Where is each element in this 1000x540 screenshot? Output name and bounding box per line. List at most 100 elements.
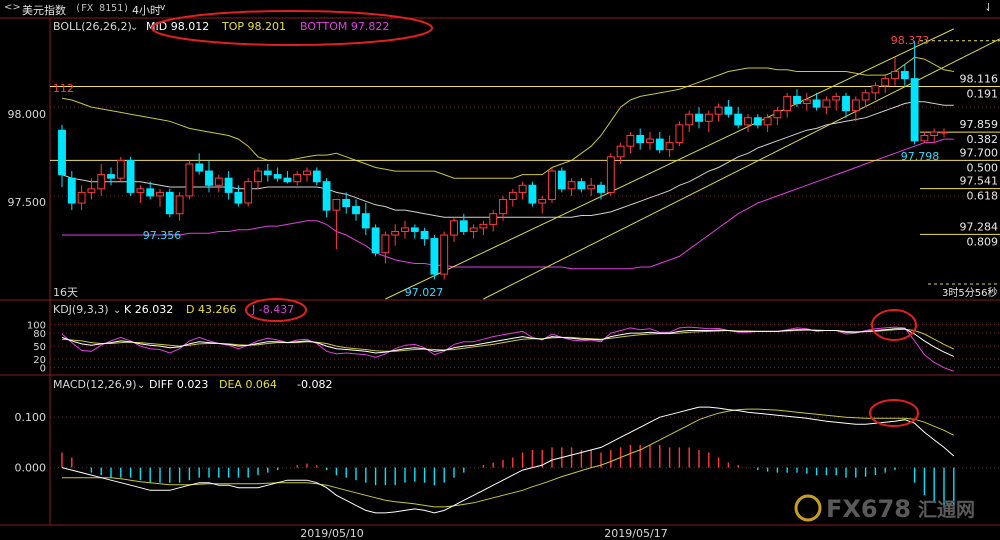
candle-up — [802, 99, 811, 105]
candle-down — [107, 174, 115, 179]
macd-legend-diff: DIFF 0.023 — [149, 378, 208, 391]
candle-up — [665, 142, 674, 151]
candle-up — [214, 177, 223, 186]
kdj-j-highlight — [245, 298, 307, 322]
boll-bottom-line — [62, 138, 954, 270]
candle-down — [410, 227, 419, 232]
kdj-y-tick: 0 — [40, 364, 46, 375]
candle-down — [597, 184, 605, 193]
y-tick-98000: 98.000 — [8, 108, 47, 121]
candle-down — [734, 113, 743, 126]
right-label-ratio: 0.191 — [967, 87, 999, 100]
boll-legend-chevron-icon[interactable]: ⌄ — [130, 22, 138, 33]
macd-y-tick: 0.000 — [15, 462, 47, 475]
y-tick-97500: 97.500 — [8, 196, 47, 209]
candle-up — [714, 106, 723, 115]
candle-down — [430, 238, 439, 275]
candle-up — [685, 113, 694, 126]
kdj-cross-highlight — [871, 309, 917, 341]
kdj-legend-k: K 26.032 — [124, 303, 173, 316]
macd-legend-value: -0.082 — [297, 378, 332, 391]
candle-up — [293, 174, 302, 183]
x-date-1: 2019/05/10 — [300, 527, 363, 540]
candle-up — [175, 195, 184, 215]
candle-down — [636, 135, 645, 144]
trend-line — [483, 38, 1000, 300]
boll-legend-bottom: BOTTOM 97.822 — [300, 20, 389, 33]
macd-cross-highlight — [869, 399, 919, 427]
macd-grid — [50, 416, 1000, 469]
candle-down — [263, 170, 272, 176]
macd-y-ticks: 0.100 0.000 — [15, 411, 47, 474]
candle-down — [146, 188, 155, 197]
candle-up — [920, 135, 929, 142]
candle-down — [577, 181, 586, 190]
kdj-legend-name: KDJ(9,3,3) — [53, 303, 109, 316]
candle-down — [234, 191, 243, 204]
macd-dea-line — [62, 408, 955, 508]
right-label-level: 97.859 — [960, 118, 999, 131]
instrument-code: (FX 8151) — [75, 3, 130, 14]
candle-up — [763, 117, 772, 126]
nav-arrows-icon[interactable]: <> — [4, 2, 21, 13]
candle-up — [244, 181, 253, 204]
candle-up — [616, 145, 625, 158]
candle-up — [587, 184, 596, 190]
candle-down — [205, 170, 213, 186]
annot-low: 97.027 — [405, 286, 444, 299]
candle-up — [116, 159, 125, 179]
boll-legend-mid: MID 98.012 — [146, 20, 209, 33]
kdj-d-line — [61, 328, 955, 352]
right-label-level: 97.284 — [960, 220, 999, 233]
candle-down — [165, 191, 174, 215]
boll-top-line — [61, 56, 954, 179]
candle-up — [783, 95, 792, 112]
candle-down — [195, 163, 204, 172]
candle-down — [910, 78, 919, 142]
right-label-level: 98.116 — [960, 72, 999, 85]
candle-down — [793, 95, 801, 105]
candle-up — [254, 170, 262, 183]
candle-up — [391, 230, 400, 236]
candle-up — [940, 131, 948, 134]
candle-down — [695, 113, 703, 122]
annot-high: 98.373 — [891, 34, 930, 47]
candle-up — [332, 198, 341, 211]
macd-legend-chevron-icon[interactable]: ⌄ — [137, 380, 145, 391]
period-selector[interactable]: 4小时 — [132, 4, 161, 17]
window-titlebar: <> 美元指数 (FX 8151) 4小时 v ⇃ — [0, 0, 1000, 18]
candle-up — [450, 220, 458, 236]
period-chevron-icon[interactable]: v — [160, 3, 166, 13]
candle-down — [283, 177, 292, 183]
kdj-legend-d: D 43.266 — [186, 303, 236, 316]
macd-legend-dea: DEA 0.064 — [219, 378, 277, 391]
candle-down — [371, 227, 380, 254]
candle-down — [126, 159, 135, 193]
candle-up — [303, 170, 311, 176]
watermark-cn: 汇通网 — [918, 499, 975, 521]
watermark: FX678 汇通网 — [794, 494, 975, 523]
kdj-legend-chevron-icon[interactable]: ⌄ — [113, 305, 121, 316]
trend-channel — [385, 28, 1000, 300]
boll-legend-highlight — [151, 10, 433, 46]
annot-last-low: 97.798 — [901, 150, 940, 163]
restore-corner-icon[interactable]: ⇃ — [984, 1, 994, 14]
candle-up — [567, 181, 576, 190]
candle-up — [87, 188, 96, 193]
candle-down — [224, 177, 233, 193]
candle-down — [361, 213, 370, 229]
candle-up — [518, 184, 527, 193]
instrument-name: 美元指数 — [22, 4, 66, 17]
x-date-2: 2019/05/17 — [604, 527, 667, 540]
candlestick-series — [58, 40, 948, 280]
candle-up — [77, 191, 86, 204]
kdj-legend-j: J -8.437 — [251, 303, 294, 316]
macd-y-tick: 0.100 — [15, 411, 47, 424]
kdj-j-line — [61, 326, 954, 372]
annot-band-low: 97.356 — [143, 229, 182, 242]
candle-down — [724, 106, 733, 115]
left-mark: 112 — [53, 82, 74, 95]
